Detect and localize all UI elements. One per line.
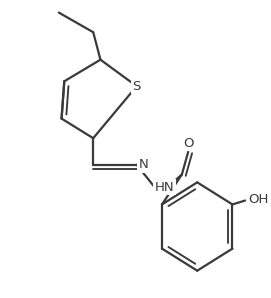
Text: O: O xyxy=(183,137,193,150)
Text: HN: HN xyxy=(155,181,174,194)
Text: S: S xyxy=(133,80,141,93)
Text: OH: OH xyxy=(248,193,268,206)
Text: N: N xyxy=(138,158,148,171)
